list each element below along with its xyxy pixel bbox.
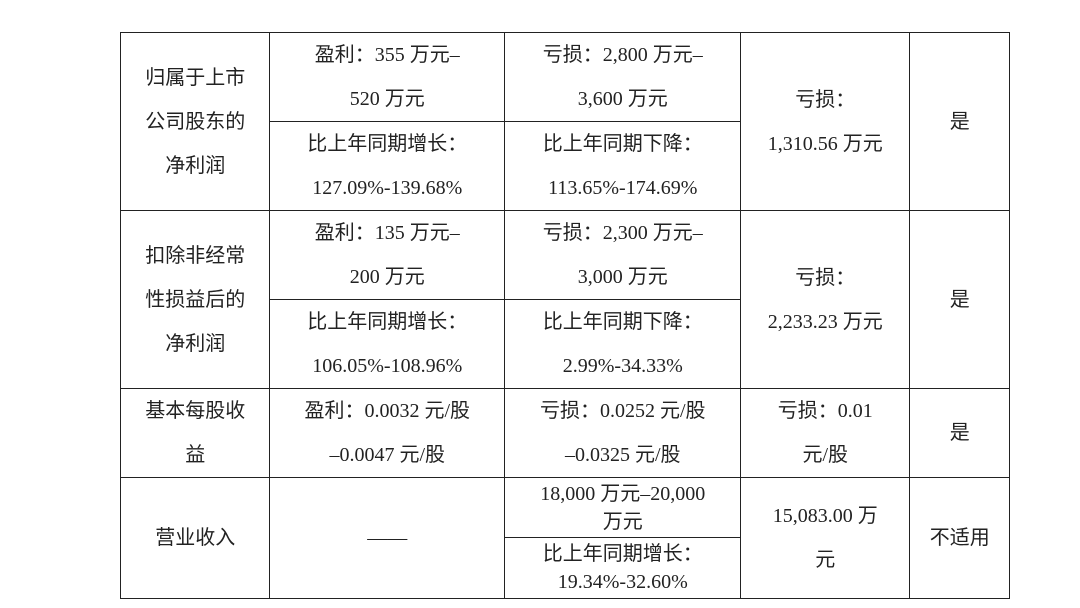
table-cell: 亏损：0.0252 元/股 –0.0325 元/股 (504, 388, 742, 479)
row-label: 归属于上市公司股东的净利润 (120, 32, 271, 212)
table-cell: 比上年同期下降： 2.99%-34.33% (504, 299, 742, 390)
cell-line: 不适用 (929, 527, 990, 550)
cell-line: 3,000 万元 (577, 266, 668, 289)
table-cell: 盈利：135 万元– 200 万元 (269, 210, 506, 301)
cell-line: 比上年同期下降： (542, 133, 703, 156)
cell-line: 归属于上市 (145, 66, 246, 89)
cell-line: 益 (185, 444, 206, 467)
cell-line: 127.09%-139.68% (312, 177, 463, 200)
cell-line: 18,000 万元–20,000 (540, 482, 706, 505)
table-cell: 比上年同期增长： 106.05%-108.96% (269, 299, 506, 390)
cell-line: 19.34%-32.60% (557, 571, 688, 594)
cell-line: –0.0047 元/股 (329, 444, 446, 467)
cell-line: 营业收入 (155, 527, 236, 550)
cell-line: 2,233.23 万元 (767, 310, 883, 333)
table-cell: 亏损：2,800 万元– 3,600 万元 (504, 32, 742, 123)
cell-line: 扣除非经常 (145, 244, 246, 267)
table-cell: 18,000 万元–20,000 万元 (504, 477, 742, 539)
cell-line: 200 万元 (349, 266, 425, 289)
cell-line: 净利润 (165, 154, 226, 177)
table-cell: 比上年同期增长： 19.34%-32.60% (504, 537, 742, 600)
table-cell: 盈利：0.0032 元/股 –0.0047 元/股 (269, 388, 506, 479)
cell-line: 亏损：2,300 万元– (542, 222, 703, 245)
cell-line: 比上年同期增长： (307, 133, 468, 156)
cell-line: 是 (949, 110, 970, 133)
cell-line: 净利润 (165, 332, 226, 355)
row-label: 基本每股收益 (120, 388, 271, 479)
cell-line: 盈利：355 万元– (314, 44, 460, 67)
table-cell: 比上年同期增长： 127.09%-139.68% (269, 121, 506, 212)
cell-line: 亏损：0.0252 元/股 (539, 400, 706, 423)
cell-line: 亏损： (795, 266, 856, 289)
table-cell: 15,083.00 万元 (740, 477, 911, 600)
table-cell: 亏损：0.01 元/股 (740, 388, 911, 479)
cell-line: —— (367, 527, 408, 550)
cell-line: 113.65%-174.69% (548, 177, 698, 200)
table-cell: 亏损： 2,233.23 万元 (740, 210, 911, 390)
cell-line: 盈利：135 万元– (314, 222, 460, 245)
cell-line: 15,083.00 万 (772, 505, 878, 528)
table-cell: 是 (909, 388, 1011, 479)
cell-line: 基本每股收 (145, 400, 246, 423)
table-cell: 不适用 (909, 477, 1011, 600)
cell-line: 3,600 万元 (577, 88, 668, 111)
table-cell: 亏损：2,300 万元– 3,000 万元 (504, 210, 742, 301)
table-cell: 盈利：355 万元– 520 万元 (269, 32, 506, 123)
table-cell: 是 (909, 32, 1011, 212)
cell-line: 106.05%-108.96% (312, 355, 463, 378)
cell-line: 元/股 (802, 444, 849, 467)
cell-line: 1,310.56 万元 (767, 132, 883, 155)
cell-line: 520 万元 (349, 88, 425, 111)
cell-line: 比上年同期增长： (542, 543, 703, 566)
row-label: 扣除非经常性损益后的净利润 (120, 210, 271, 390)
cell-line: 亏损：2,800 万元– (542, 44, 703, 67)
cell-line: –0.0325 元/股 (564, 444, 681, 467)
cell-line: 公司股东的 (145, 110, 246, 133)
cell-line: 是 (949, 422, 970, 445)
cell-line: 元 (815, 549, 836, 572)
cell-line: 万元 (602, 510, 643, 533)
table-cell: 是 (909, 210, 1011, 390)
cell-line: 2.99%-34.33% (562, 355, 683, 378)
table-cell: 亏损： 1,310.56 万元 (740, 32, 911, 212)
cell-line: 亏损：0.01 (777, 400, 873, 423)
cell-line: 是 (949, 288, 970, 311)
row-label: 营业收入 (120, 477, 271, 600)
cell-line: 亏损： (795, 88, 856, 111)
cell-line: 比上年同期增长： (307, 311, 468, 334)
cell-line: 比上年同期下降： (542, 311, 703, 334)
table-cell: —— (269, 477, 506, 600)
cell-line: 盈利：0.0032 元/股 (304, 400, 471, 423)
cell-line: 性损益后的 (145, 288, 246, 311)
table-cell: 比上年同期下降： 113.65%-174.69% (504, 121, 742, 212)
